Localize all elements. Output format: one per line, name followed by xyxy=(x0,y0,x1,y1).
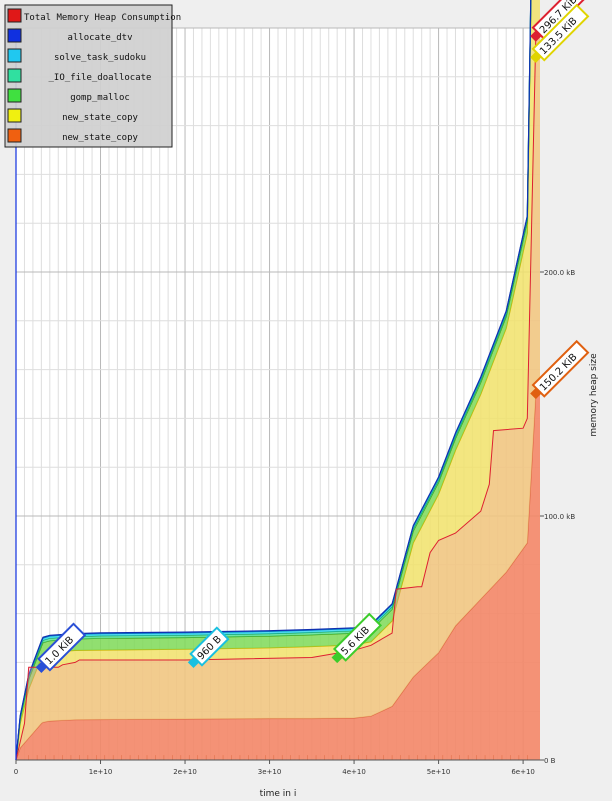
x-tick-label: 4e+10 xyxy=(342,768,366,776)
legend-swatch xyxy=(7,128,22,143)
x-axis-ticks: 0 1e+10 2e+10 3e+10 4e+10 5e+10 6e+10 xyxy=(14,760,535,776)
y-axis-title: memory heap size xyxy=(589,353,599,437)
x-tick-label: 2e+10 xyxy=(173,768,197,776)
y-axis-ticks: 0 B 100.0 kB 200.0 kB xyxy=(540,269,575,765)
peak-label-box xyxy=(37,622,87,672)
series-area-1 xyxy=(16,0,540,760)
legend-label: allocate_dtv xyxy=(67,33,132,43)
legend-label: gomp_malloc xyxy=(70,93,130,103)
legend-label: solve_task_sudoku xyxy=(54,53,146,63)
legend-swatch xyxy=(7,68,22,83)
legend-box xyxy=(4,4,173,148)
legend-label: new_state_copy xyxy=(62,113,138,123)
y-tick-label: 200.0 kB xyxy=(544,269,575,277)
series-line-5 xyxy=(15,0,532,760)
axes xyxy=(15,28,540,761)
legend-swatch xyxy=(7,8,22,23)
total-area-line xyxy=(15,35,540,761)
legend-swatch xyxy=(7,108,22,123)
legend-label: _IO_file_doallocate xyxy=(49,73,152,83)
peak-label-box xyxy=(531,339,590,398)
series-area-0 xyxy=(16,393,540,760)
legend-swatch xyxy=(7,88,22,103)
x-tick-label: 0 xyxy=(14,768,18,776)
x-tick-label: 5e+10 xyxy=(427,768,451,776)
peak-label-box xyxy=(189,626,230,667)
y-tick-label: 0 B xyxy=(544,757,556,765)
peak-label-box xyxy=(332,612,383,662)
legend-swatch xyxy=(7,48,22,63)
series-line-2 xyxy=(15,0,532,761)
legend-swatch xyxy=(7,28,22,43)
total-consumption-area xyxy=(15,35,540,761)
x-tick-label: 6e+10 xyxy=(511,768,535,776)
legend: Total Memory Heap Consumption allocate_dt… xyxy=(4,4,181,148)
x-axis-title: time in i xyxy=(260,789,297,799)
peak-label-box xyxy=(531,3,590,62)
x-tick-label: 3e+10 xyxy=(258,768,282,776)
x-tick-label: 1e+10 xyxy=(89,768,113,776)
y-tick-label: 100.0 kB xyxy=(544,513,575,521)
total-area-fill xyxy=(16,36,540,761)
legend-label: new_state_copy xyxy=(62,133,138,143)
legend-label: Total Memory Heap Consumption xyxy=(24,13,181,23)
